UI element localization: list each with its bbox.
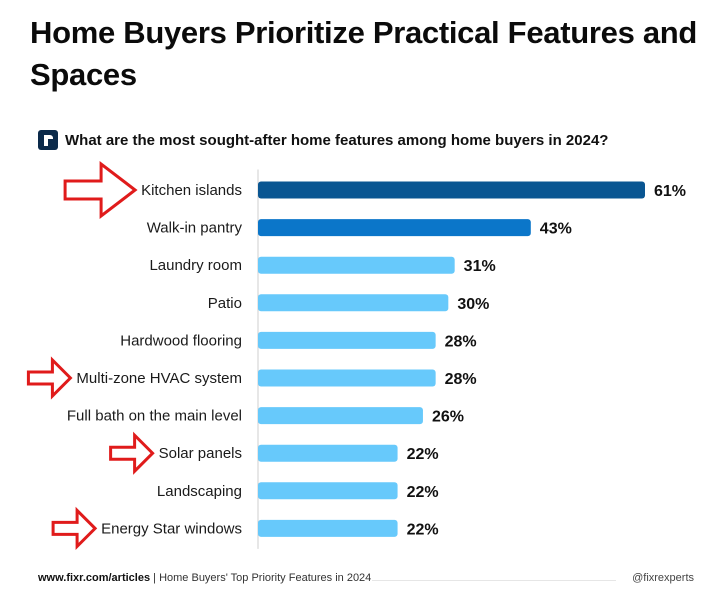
value-label: 26% [432,409,464,426]
value-label: 28% [445,371,477,388]
bar [258,444,398,462]
footer-handle[interactable]: @fixrexperts [632,572,694,584]
footer-source: www.fixr.com/articles | Home Buyers' Top… [38,572,372,584]
highlight-arrow-icon [26,356,73,400]
category-label: Patio [208,295,242,312]
value-label: 22% [407,446,439,463]
bar [258,482,398,500]
category-label: Laundry room [149,257,242,274]
category-label: Kitchen islands [141,182,242,199]
highlight-arrow-icon [63,160,138,220]
highlight-arrow-icon [51,506,98,551]
category-label: Full bath on the main level [67,408,242,425]
bar [258,219,531,237]
category-label: Energy Star windows [101,520,242,537]
bar-chart: Kitchen islands 61% Walk-in pantry 43% Laund… [26,160,686,551]
value-label: 31% [464,258,496,275]
value-label: 22% [407,521,439,538]
value-label: 61% [654,183,686,200]
value-label: 43% [540,221,572,238]
bar [258,369,436,387]
chart-question: What are the most sought-after home feat… [65,131,609,149]
bar [258,256,455,274]
value-label: 28% [445,333,477,350]
chart-title: Home Buyers Prioritize Practical Feature… [30,15,698,92]
category-label: Hardwood flooring [120,332,242,349]
bar [258,181,645,199]
footer-source-text: Home Buyers' Top Priority Features in 20… [159,572,372,584]
bar [258,519,398,537]
subtitle-row: What are the most sought-after home feat… [38,130,608,150]
category-label: Multi-zone HVAC system [76,370,242,387]
category-label: Landscaping [157,483,242,500]
highlight-arrow-icon [109,431,155,475]
fixr-logo-icon [38,130,58,150]
value-label: 30% [457,296,489,313]
footer-source-url[interactable]: www.fixr.com/articles [38,572,151,584]
category-label: Solar panels [159,445,242,462]
category-label: Walk-in pantry [147,220,243,237]
bar [258,407,423,425]
value-label: 22% [407,484,439,501]
bar [258,331,436,349]
footer-divider [372,580,616,581]
bar [258,294,449,312]
